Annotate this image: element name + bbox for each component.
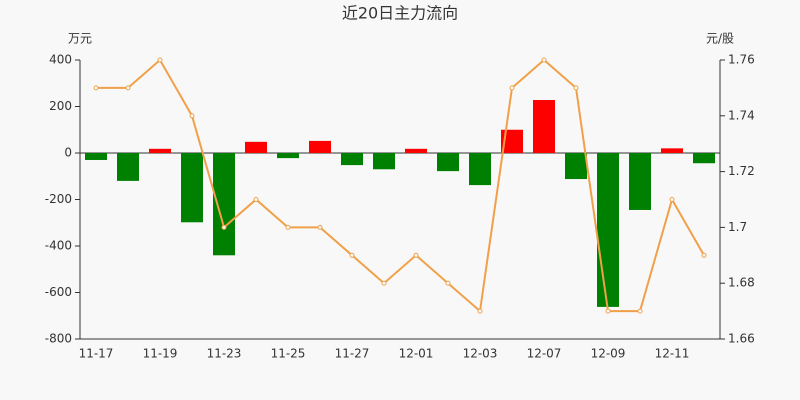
price-point: [541, 57, 547, 63]
bar: [405, 148, 427, 153]
bar: [181, 153, 203, 223]
y-tick-label: 400: [49, 53, 72, 67]
price-point: [445, 280, 451, 286]
bar: [565, 153, 587, 180]
price-point: [701, 252, 707, 258]
bar: [373, 153, 395, 170]
y-tick-label: -600: [45, 285, 72, 299]
price-line: [96, 58, 705, 314]
x-tick-label: 11-27: [335, 347, 370, 361]
x-tick-label: 11-17: [79, 347, 114, 361]
price-point: [413, 252, 419, 258]
x-tick-label: 12-09: [591, 347, 626, 361]
price-point: [509, 85, 515, 91]
y2-tick-label: 1.66: [728, 332, 755, 346]
price-point: [477, 308, 483, 314]
bar: [501, 129, 523, 153]
price-point: [157, 57, 163, 63]
price-point: [253, 197, 259, 202]
bar: [469, 153, 491, 186]
price-point: [381, 280, 387, 286]
y-tick-label: -200: [45, 192, 72, 206]
bar: [629, 153, 651, 210]
bar: [149, 148, 171, 153]
y2-tick-label: 1.7: [728, 220, 747, 234]
bar: [277, 153, 299, 159]
bar: [309, 140, 331, 153]
bar: [693, 153, 715, 164]
y2-tick-label: 1.76: [728, 53, 755, 67]
price-point: [285, 224, 291, 230]
x-tick-label: 11-25: [271, 347, 306, 361]
price-point: [669, 197, 675, 202]
bar: [597, 153, 619, 307]
bar: [245, 141, 267, 153]
y2-tick-label: 1.68: [728, 276, 755, 290]
y2-axis-unit: 元/股: [706, 32, 734, 46]
bar: [85, 153, 107, 160]
bar: [661, 148, 683, 153]
x-tick-label: 12-03: [463, 347, 498, 361]
price-point: [189, 113, 195, 119]
price-point: [349, 252, 355, 258]
price-point: [605, 308, 611, 314]
price-point: [573, 85, 579, 91]
y-tick-label: -800: [45, 332, 72, 346]
x-tick-label: 11-23: [207, 347, 242, 361]
bar: [341, 153, 363, 166]
y-axis-unit: 万元: [68, 32, 92, 46]
price-point: [221, 224, 227, 230]
price-point: [317, 224, 323, 230]
x-tick-label: 12-07: [527, 347, 562, 361]
y2-tick-label: 1.72: [728, 164, 755, 178]
bar: [117, 153, 139, 181]
price-point: [637, 308, 643, 314]
x-tick-label: 12-01: [399, 347, 434, 361]
bar: [533, 99, 555, 153]
y2-tick-label: 1.74: [728, 108, 755, 122]
chart-title: 近20日主力流向: [342, 4, 458, 23]
x-tick-label: 12-11: [655, 347, 690, 361]
price-point: [93, 85, 99, 91]
y-tick-label: -400: [45, 239, 72, 253]
x-tick-label: 11-19: [143, 347, 178, 361]
bar: [437, 153, 459, 172]
bar: [213, 153, 235, 256]
y-tick-label: 200: [49, 99, 72, 113]
price-point: [125, 85, 131, 91]
y-tick-label: 0: [64, 146, 72, 160]
